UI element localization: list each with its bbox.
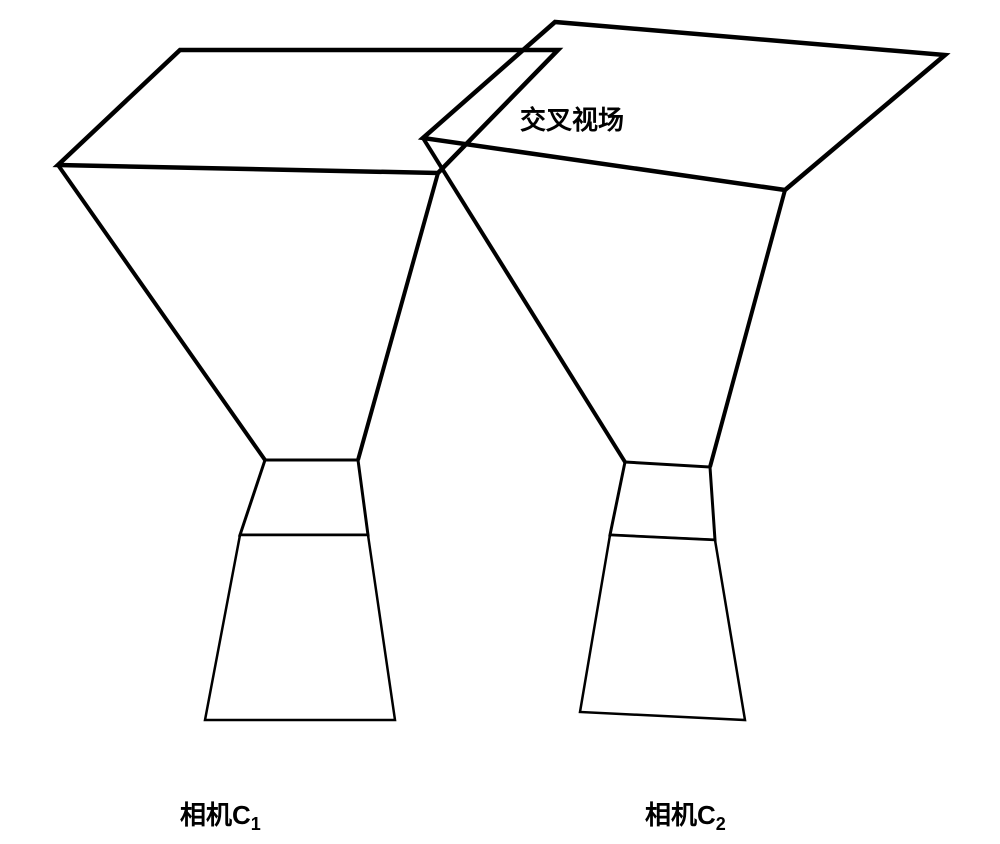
stereo-camera-diagram (0, 0, 1000, 844)
camera1-label-sub: 1 (251, 814, 261, 834)
camera2-body (580, 535, 745, 720)
overlap-label: 交叉视场 (520, 100, 624, 137)
camera1-fov-plane (58, 50, 558, 173)
camera2-label-sub: 2 (716, 814, 726, 834)
camera2-label: 相机C2 (645, 795, 726, 835)
camera1-label: 相机C1 (180, 795, 261, 835)
camera1-frustum-left (58, 165, 265, 460)
camera1-frustum-right (358, 173, 438, 460)
camera2-label-text: 相机C (645, 800, 716, 830)
camera1-lens (240, 460, 368, 535)
camera2-frustum-left (423, 138, 625, 462)
camera2-frustum-right (710, 190, 785, 467)
camera2-lens (610, 462, 715, 540)
camera1-body (205, 535, 395, 720)
camera1-label-text: 相机C (180, 800, 251, 830)
